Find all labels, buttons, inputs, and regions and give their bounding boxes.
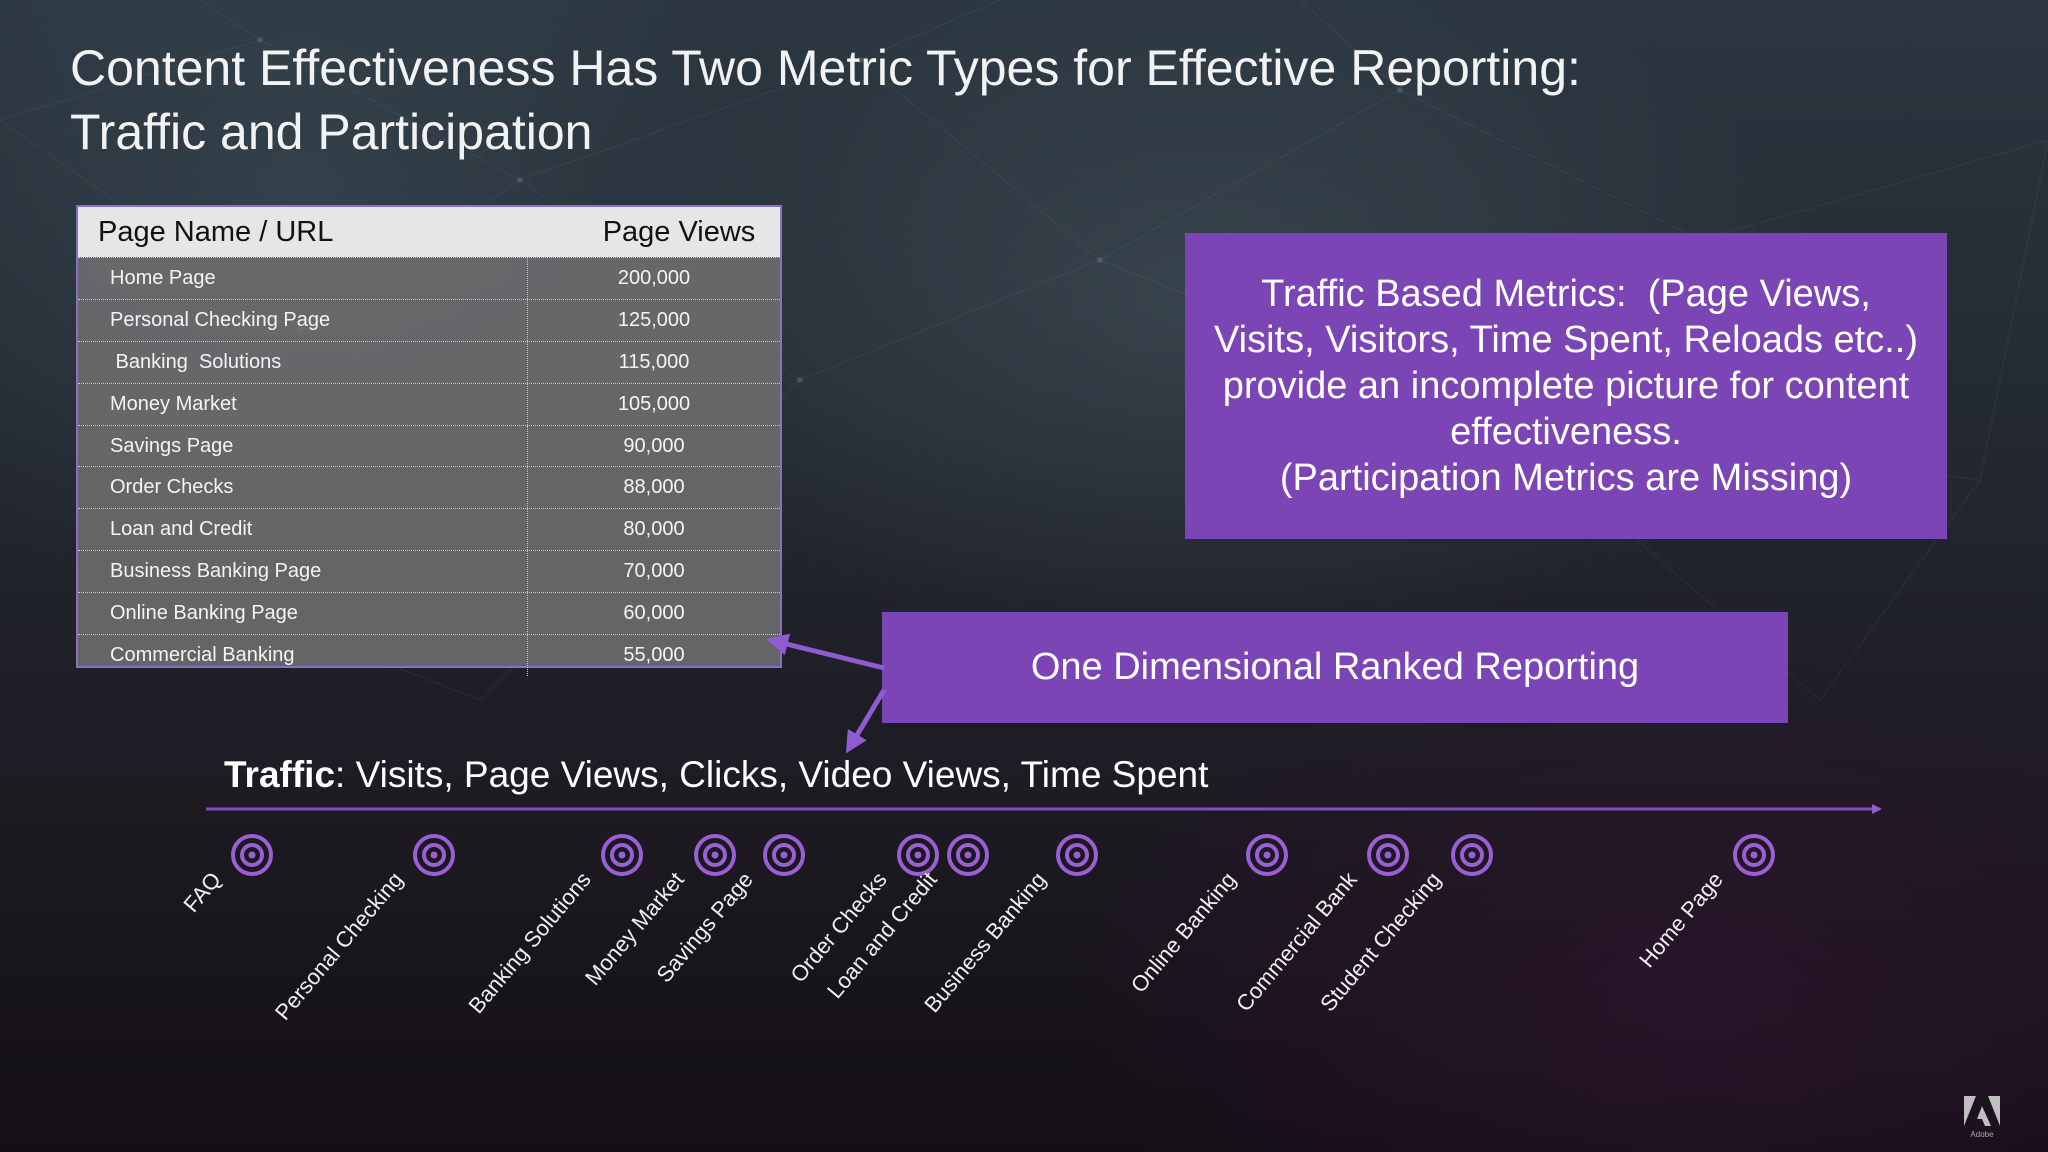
- svg-text:Adobe: Adobe: [1970, 1130, 1994, 1139]
- cell-page-name: Personal Checking Page: [78, 299, 528, 341]
- adobe-logo: Adobe: [1964, 1096, 2000, 1139]
- cell-page-views: 90,000: [623, 434, 685, 457]
- traffic-axis-label-bold: Traffic: [224, 754, 336, 795]
- timeline-labels: FAQ Personal Checking Banking SolutionsMon…: [178, 866, 1727, 1024]
- cell-page-views: 70,000: [623, 560, 685, 583]
- cell-page-name: Business Banking Page: [78, 551, 528, 593]
- cell-page-views: 60,000: [623, 602, 685, 625]
- timeline-marker: [763, 834, 805, 876]
- column-header-page-name: Page Name / URL: [98, 215, 334, 248]
- cell-page-views: 115,000: [618, 350, 690, 373]
- cell-page-views: 200,000: [617, 266, 691, 289]
- table-row: Money Market 105,000: [78, 382, 780, 425]
- traffic-metrics-callout: Traffic Based Metrics: (Page Views, Visi…: [1185, 233, 1947, 539]
- timeline-label: Personal Checking: [270, 867, 408, 1025]
- timeline-marker: [1367, 834, 1409, 876]
- table-row: Online Banking Page 60,000: [78, 592, 780, 635]
- table-row: Savings Page 90,000: [78, 424, 780, 467]
- traffic-axis-label: Traffic: Visits, Page Views, Clicks, Vid…: [224, 754, 1208, 796]
- timeline-marker: [694, 834, 736, 876]
- callout-line: Visits, Visitors, Time Spent, Reloads et…: [1214, 319, 1918, 361]
- cell-page-name: Banking Solutions: [78, 341, 528, 383]
- table-row: Home Page 200,000: [78, 257, 780, 299]
- column-header-page-views: Page Views: [602, 215, 756, 248]
- timeline-marker: [1451, 834, 1493, 876]
- cell-page-name: Commercial Banking: [78, 635, 528, 676]
- timeline-marker: [1733, 834, 1775, 876]
- connector-arrow-to-axis: [845, 688, 887, 754]
- timeline-marker: [231, 834, 273, 876]
- cell-page-name: Order Checks: [78, 467, 528, 509]
- table-row: Banking Solutions 115,000: [78, 340, 780, 383]
- slide-title: Content Effectiveness Has Two Metric Typ…: [70, 36, 1581, 164]
- table-row: Business Banking Page 70,000: [78, 550, 780, 593]
- table-row: Loan and Credit 80,000: [78, 508, 780, 551]
- traffic-axis-label-rest: : Visits, Page Views, Clicks, Video View…: [335, 754, 1209, 795]
- cell-page-views: 88,000: [623, 476, 685, 499]
- timeline-marker: [601, 834, 643, 876]
- cell-page-name: Savings Page: [78, 425, 528, 467]
- callout-line: Traffic Based Metrics: (Page Views,: [1261, 273, 1871, 315]
- ranked-reporting-callout: One Dimensional Ranked Reporting: [882, 612, 1788, 723]
- callout-line: effectiveness.: [1450, 411, 1682, 453]
- cell-page-name: Home Page: [78, 258, 528, 299]
- cell-page-views: 80,000: [623, 518, 685, 541]
- cell-page-views: 125,000: [617, 308, 691, 331]
- cell-page-name: Loan and Credit: [78, 509, 528, 551]
- callout-line: (Participation Metrics are Missing): [1279, 457, 1853, 499]
- timeline-label: FAQ: [178, 867, 225, 917]
- page-views-table: Page Name / URL Page Views Home Page 200,…: [76, 205, 782, 676]
- slide-title-line2: Traffic and Participation: [70, 104, 593, 160]
- ranked-reporting-text: One Dimensional Ranked Reporting: [1030, 646, 1640, 688]
- timeline-label: Business Banking: [919, 867, 1051, 1017]
- cell-page-views: 105,000: [617, 392, 691, 415]
- table-row: Commercial Banking 55,000: [78, 634, 780, 676]
- table-header: Page Name / URL Page Views: [78, 207, 780, 257]
- connector-arrow-to-table: [766, 633, 885, 671]
- timeline-marker: [413, 834, 455, 876]
- slide-title-line1: Content Effectiveness Has Two Metric Typ…: [70, 40, 1581, 96]
- cell-page-name: Online Banking Page: [78, 593, 528, 635]
- timeline-marker: [897, 834, 939, 876]
- timeline-marker: [947, 834, 989, 876]
- timeline-marker: [1056, 834, 1098, 876]
- table-row: Order Checks 88,000: [78, 466, 780, 509]
- timeline-label: Online Banking: [1126, 867, 1241, 997]
- timeline-label: Home Page: [1634, 867, 1728, 972]
- cell-page-name: Money Market: [78, 383, 528, 425]
- timeline-marker: [1246, 834, 1288, 876]
- timeline-label: Banking Solutions: [463, 867, 595, 1018]
- table-row: Personal Checking Page 125,000: [78, 298, 780, 341]
- cell-page-views: 55,000: [623, 643, 685, 666]
- timeline-markers: [231, 834, 1775, 876]
- callout-line: provide an incomplete picture for conten…: [1222, 365, 1910, 407]
